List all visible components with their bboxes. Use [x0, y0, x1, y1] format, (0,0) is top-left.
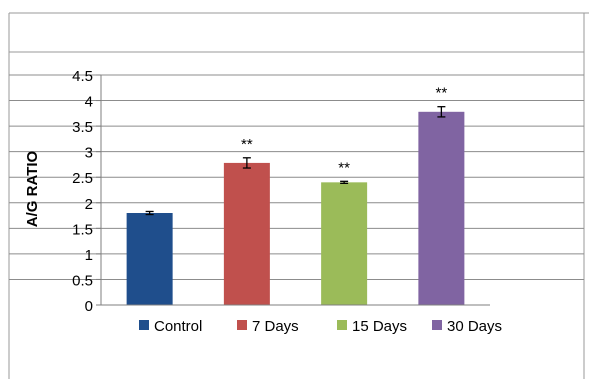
bar-1: [223, 162, 270, 305]
bars: [126, 111, 465, 305]
legend-swatch-3: [432, 320, 442, 330]
legend-swatch-1: [237, 320, 247, 330]
gridlines: [9, 74, 584, 280]
y-tick-label-5: 2.5: [72, 170, 93, 187]
legend-swatch-2: [337, 320, 347, 330]
bar-3: [418, 111, 465, 305]
legend-label-0: Control: [154, 318, 202, 335]
legend-label-2: 15 Days: [352, 318, 407, 335]
error-bars: [145, 106, 446, 216]
legend-swatch-0: [139, 320, 149, 330]
significance-label-1: **: [241, 136, 253, 153]
y-axis-ticks: 0 0.5 1 1.5 2 2.5 3 3.5 4 4.5: [72, 68, 101, 315]
y-tick-label-9: 4.5: [72, 68, 93, 85]
y-tick-label-7: 3.5: [72, 119, 93, 136]
legend-label-1: 7 Days: [252, 318, 299, 335]
significance-annotations: ** ** **: [241, 85, 447, 177]
significance-label-3: **: [436, 85, 448, 102]
bar-2: [321, 182, 368, 305]
y-tick-label-6: 3: [85, 145, 93, 162]
y-tick-label-2: 1: [85, 247, 93, 264]
bar-0: [126, 213, 173, 305]
y-axis-label: A/G RATIO: [24, 150, 41, 227]
legend: Control 7 Days 15 Days 30 Days: [139, 318, 502, 335]
y-tick-label-3: 1.5: [72, 221, 93, 238]
y-tick-label-4: 2: [85, 196, 93, 213]
y-tick-label-8: 4: [85, 94, 93, 111]
y-tick-label-1: 0.5: [72, 272, 93, 289]
y-tick-label-0: 0: [85, 298, 93, 315]
legend-label-3: 30 Days: [447, 318, 502, 335]
significance-label-2: **: [338, 159, 350, 176]
